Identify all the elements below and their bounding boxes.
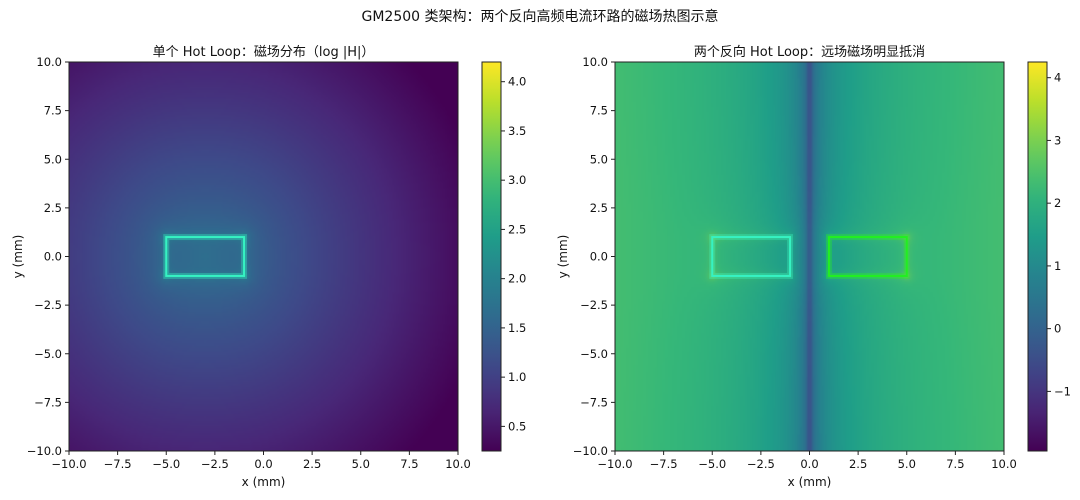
y-tick-label: −10.0 — [27, 444, 62, 458]
heatmap-image — [69, 62, 458, 451]
y-tick-label: 0.0 — [44, 250, 62, 264]
colorbar-tick-label: 0.5 — [508, 419, 526, 433]
colorbar-tick-label: 3 — [1054, 133, 1061, 147]
chart-title: 两个反向 Hot Loop：远场磁场明显抵消 — [694, 44, 925, 60]
chart-panel-2: −10.0 −7.5 −5.0 −2.5 0.0 2.5 5.0 7.5 10.0−10.0−7… — [556, 44, 1071, 489]
y-tick-label: 2.5 — [44, 201, 62, 215]
x-tick-label: 5.0 — [352, 457, 370, 471]
x-tick-label: 2.5 — [849, 457, 867, 471]
y-tick-label: 5.0 — [44, 152, 62, 166]
y-axis-label: y (mm) — [556, 235, 570, 279]
x-tick-label: 0.0 — [254, 457, 272, 471]
x-tick-label: 2.5 — [303, 457, 321, 471]
colorbar-tick-label: 4 — [1054, 71, 1061, 85]
x-tick-label: −5.0 — [152, 457, 180, 471]
x-tick-label: −7.5 — [650, 457, 678, 471]
x-tick-label: 0.0 — [800, 457, 818, 471]
colorbar-tick-label: 1.5 — [508, 321, 526, 335]
y-tick-label: −7.5 — [580, 395, 608, 409]
y-tick-label: −10.0 — [573, 444, 608, 458]
x-tick-label: −7.5 — [104, 457, 132, 471]
chart-title: 单个 Hot Loop：磁场分布（log |H|） — [153, 45, 375, 60]
x-tick-label: −2.5 — [747, 457, 775, 471]
y-tick-label: −7.5 — [34, 395, 62, 409]
y-tick-label: 0.0 — [590, 250, 608, 264]
y-axis-label: y (mm) — [11, 235, 25, 279]
colorbar-tick-label: 2.5 — [508, 222, 526, 236]
x-axis-label: x (mm) — [242, 475, 286, 489]
x-tick-label: 7.5 — [400, 457, 418, 471]
y-tick-label: −5.0 — [34, 347, 62, 361]
y-tick-label: 10.0 — [36, 55, 62, 69]
y-tick-label: 10.0 — [582, 55, 608, 69]
x-tick-label: −2.5 — [201, 457, 229, 471]
x-axis-label: x (mm) — [788, 475, 832, 489]
colorbar — [481, 61, 502, 452]
hot-loop-2 — [827, 236, 908, 277]
colorbar-tick-label: 3.5 — [508, 124, 526, 138]
y-tick-label: −2.5 — [580, 298, 608, 312]
y-tick-label: 7.5 — [590, 104, 608, 118]
x-tick-label: 5.0 — [898, 457, 916, 471]
y-tick-label: −2.5 — [34, 298, 62, 312]
colorbar-tick-label: 1 — [1054, 259, 1061, 273]
x-tick-label: −10.0 — [51, 457, 86, 471]
hot-loop-1 — [165, 236, 246, 277]
x-tick-label: −5.0 — [698, 457, 726, 471]
colorbar-tick-label: 3.0 — [508, 173, 526, 187]
heatmap-image — [615, 62, 1004, 451]
x-tick-label: −10.0 — [597, 457, 632, 471]
colorbar — [1027, 61, 1048, 452]
x-tick-label: 7.5 — [946, 457, 964, 471]
y-tick-label: 7.5 — [44, 104, 62, 118]
colorbar-tick-label: 4.0 — [508, 75, 526, 89]
colorbar-tick-label: 2 — [1054, 196, 1061, 210]
colorbar-tick-label: 1.0 — [508, 370, 526, 384]
figure-title: GM2500 类架构：两个反向高频电流环路的磁场热图示意 — [361, 9, 719, 25]
y-tick-label: −5.0 — [580, 347, 608, 361]
x-tick-label: 10.0 — [991, 457, 1017, 471]
colorbar-tick-label: 0 — [1054, 322, 1061, 336]
hot-loop-1 — [711, 236, 792, 277]
colorbar-tick-label: 2.0 — [508, 272, 526, 286]
y-tick-label: 2.5 — [590, 201, 608, 215]
x-tick-label: 10.0 — [445, 457, 471, 471]
chart-panel-1: −10.0 −7.5 −5.0 −2.5 0.0 2.5 5.0 7.5 10.0 −10.0 −7… — [11, 45, 526, 489]
y-tick-label: 5.0 — [590, 152, 608, 166]
colorbar-tick-label: −1 — [1054, 384, 1071, 398]
